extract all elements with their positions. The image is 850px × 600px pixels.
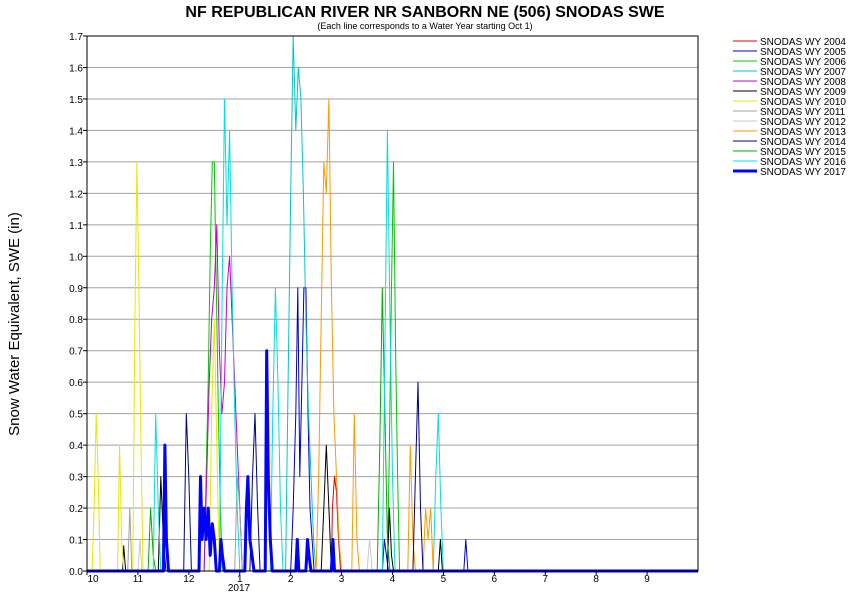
- legend-entry: SNODAS WY 2014: [760, 137, 846, 148]
- x-tick-labels: 10 11 12 1 2 3 4 5 6 7 8 9: [86, 571, 650, 585]
- series-line: [87, 98, 698, 572]
- x-tick-label: 9: [644, 574, 650, 585]
- legend-entry: SNODAS WY 2011: [760, 107, 846, 118]
- legend-entry: SNODAS WY 2007: [760, 67, 846, 78]
- series-line: [87, 381, 698, 572]
- y-tick-label: 0.1: [69, 536, 83, 547]
- x-tick-label: 1: [237, 574, 243, 585]
- series-line: [87, 349, 698, 573]
- y-tick-label: 1.0: [69, 252, 83, 263]
- y-tick-label: 0.2: [69, 504, 83, 515]
- x-tick-label: 3: [339, 574, 345, 585]
- legend-entry: SNODAS WY 2005: [760, 47, 846, 58]
- y-tick-label: 1.1: [69, 221, 83, 232]
- legend-entry: SNODAS WY 2017: [760, 167, 846, 178]
- y-tick-label: 1.3: [69, 158, 83, 169]
- x-tick-label: 10: [87, 574, 99, 585]
- y-tick-label: 0.7: [69, 347, 83, 358]
- y-tick-label: 1.4: [69, 126, 83, 137]
- series-line: [87, 224, 698, 572]
- legend-entry: SNODAS WY 2006: [760, 57, 846, 68]
- y-tick-label: 0.4: [69, 441, 83, 452]
- x-tick-label: 5: [441, 574, 447, 585]
- y-tick-label: 0.3: [69, 473, 83, 484]
- x-tick-label: 7: [542, 574, 548, 585]
- y-tick-label: 1.5: [69, 95, 83, 106]
- y-axis-label: Snow Water Equivalent, SWE (in): [6, 212, 23, 436]
- legend-entry: SNODAS WY 2010: [760, 97, 846, 108]
- x-tick-label: 11: [133, 574, 144, 585]
- legend-entry: SNODAS WY 2009: [760, 87, 846, 98]
- legend-entry: SNODAS WY 2004: [760, 37, 846, 48]
- legend-entry: SNODAS WY 2012: [760, 117, 846, 128]
- y-tick-label: 1.2: [69, 189, 83, 200]
- x-tick-label: 12: [183, 574, 195, 585]
- y-tick-label: 0.9: [69, 284, 83, 295]
- x-tick-label: 2: [288, 574, 294, 585]
- series-line: [87, 35, 698, 572]
- legend-entry: SNODAS WY 2016: [760, 157, 846, 168]
- y-tick-label: 0.5: [69, 410, 83, 421]
- series-line: [87, 161, 698, 572]
- y-tick-label: 1.7: [69, 32, 83, 43]
- chart-subtitle: (Each line corresponds to a Water Year s…: [317, 21, 532, 31]
- y-tick-label: 0.0: [69, 567, 83, 578]
- legend-entry: SNODAS WY 2015: [760, 147, 846, 158]
- series-lines: [87, 35, 698, 573]
- legend-entry: SNODAS WY 2013: [760, 127, 846, 138]
- x-tick-label: 8: [593, 574, 599, 585]
- y-tick-label: 0.6: [69, 378, 83, 389]
- year-label: 2017: [228, 583, 251, 594]
- y-tick-labels: 0.0 0.1 0.2 0.3 0.4 0.5 0.6 0.7 0.8 0.9 1.0 1.1 1.2 1…: [69, 32, 87, 578]
- chart-title: NF REPUBLICAN RIVER NR SANBORN NE (506) …: [185, 4, 664, 21]
- y-tick-label: 0.8: [69, 315, 83, 326]
- x-tick-label: 6: [492, 574, 498, 585]
- y-tick-label: 1.6: [69, 63, 83, 74]
- series-line: [87, 287, 698, 572]
- legend-entry: SNODAS WY 2008: [760, 77, 846, 88]
- x-tick-label: 4: [390, 574, 396, 585]
